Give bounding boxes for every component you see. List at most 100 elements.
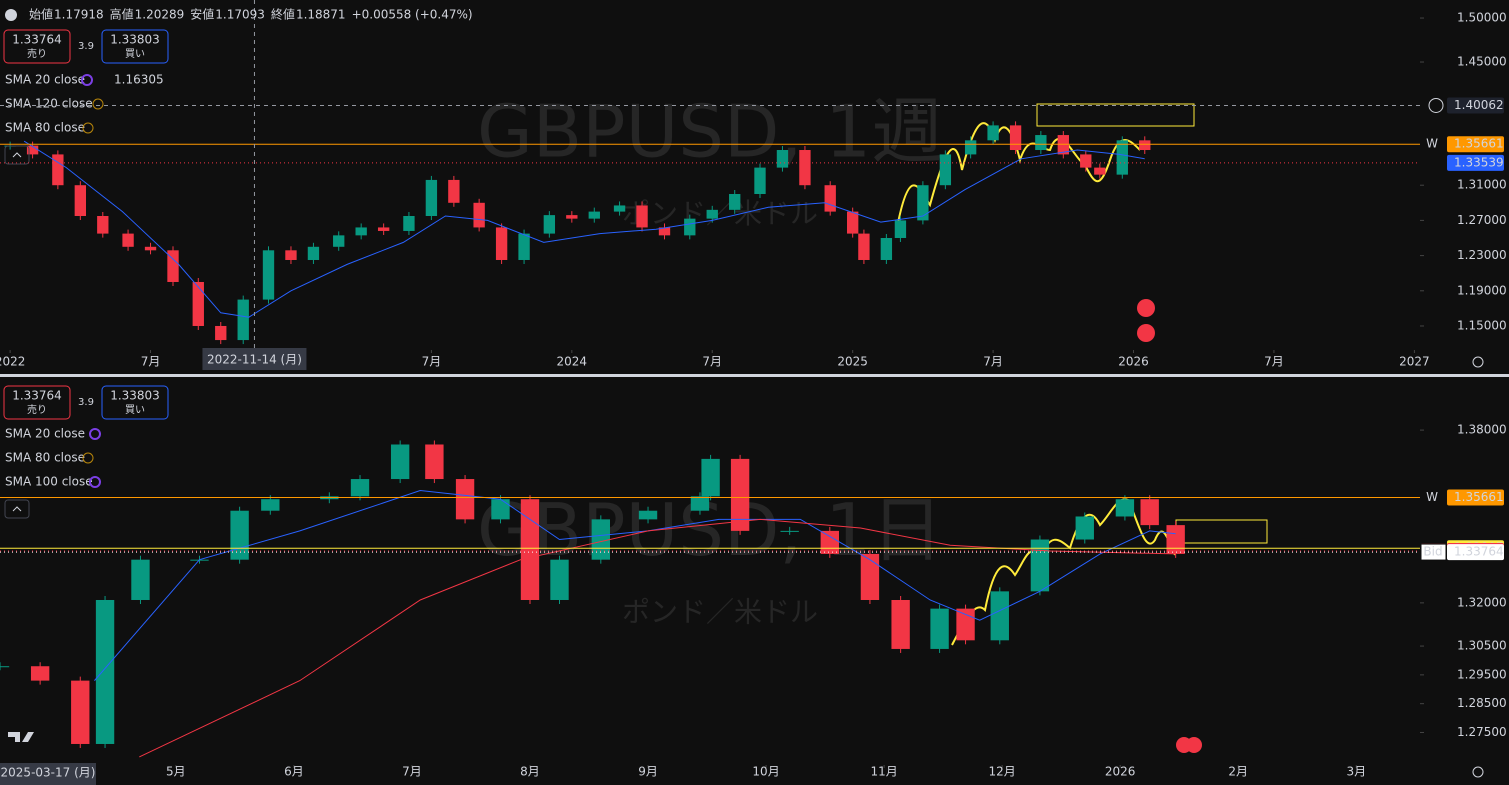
- event-icon[interactable]: [1137, 324, 1155, 342]
- candle: [355, 227, 367, 236]
- indicator-settings-icon[interactable]: [89, 428, 101, 440]
- candle: [425, 179, 438, 217]
- candle: [390, 444, 410, 480]
- crosshair-date: 2025-03-17 (月): [1, 766, 96, 780]
- candle: [684, 218, 696, 236]
- x-tick-label: 3月: [1346, 765, 1366, 779]
- indicator-name[interactable]: SMA 120 close: [5, 97, 93, 111]
- candle: [30, 666, 50, 681]
- x-tick-label: 7月: [422, 355, 442, 369]
- collapse-button[interactable]: [4, 145, 30, 165]
- x-tick-label: 7月: [1264, 355, 1284, 369]
- indicator-name[interactable]: SMA 80 close: [5, 121, 85, 135]
- indicator-name[interactable]: SMA 100 close: [5, 475, 93, 489]
- logo[interactable]: [8, 732, 34, 742]
- candle: [1030, 539, 1050, 592]
- candle: [455, 479, 475, 520]
- candle: [1115, 499, 1135, 517]
- spread: 3.9: [78, 397, 94, 408]
- candle: [0, 666, 10, 668]
- candle: [491, 499, 510, 520]
- indicator-name[interactable]: SMA 20 close: [5, 427, 85, 441]
- candle: [894, 220, 907, 238]
- indicator-settings-icon[interactable]: [89, 476, 101, 488]
- candle: [495, 227, 508, 260]
- candle: [636, 205, 648, 228]
- candle: [403, 216, 415, 231]
- watermark-description: ポンド／米ドル: [622, 197, 818, 230]
- buy-button[interactable]: [101, 29, 169, 64]
- x-tick-label: 2025: [837, 355, 868, 369]
- menu-icon[interactable]: [5, 9, 17, 21]
- indicator-name[interactable]: SMA 20 close: [5, 73, 85, 87]
- ohlc-value: 1.18871: [296, 8, 346, 22]
- candle: [701, 458, 720, 497]
- price-tag-box: [1420, 543, 1447, 561]
- sell-label: 売り: [27, 403, 47, 416]
- drawing-box[interactable]: [1036, 103, 1195, 127]
- candle: [74, 185, 86, 217]
- candle: [144, 246, 157, 251]
- indicator-name[interactable]: SMA 80 close: [5, 451, 85, 465]
- indicator-hidden-icon[interactable]: [82, 122, 94, 134]
- candle: [930, 608, 949, 649]
- indicator-value: 1.16305: [114, 73, 164, 87]
- candle: [588, 211, 600, 219]
- sell-button[interactable]: [3, 29, 71, 64]
- price-line-marker: W: [1426, 137, 1438, 151]
- add-alert-button[interactable]: [1428, 97, 1444, 113]
- collapse-chevron[interactable]: [12, 152, 22, 158]
- event-icon[interactable]: [1137, 299, 1155, 317]
- settings-icon[interactable]: [1472, 766, 1484, 778]
- candle: [1057, 135, 1069, 155]
- crosshair-date-box: [202, 348, 307, 370]
- x-tick-label: 2026: [1105, 765, 1136, 779]
- y-tick-label: 1.27500: [1457, 725, 1507, 739]
- settings-icon[interactable]: [1472, 356, 1484, 368]
- y-tick-label: 1.19000: [1457, 283, 1507, 297]
- sell-price: 1.33764: [12, 389, 62, 403]
- candle: [1075, 516, 1094, 540]
- watermark-description: ポンド／米ドル: [622, 596, 818, 629]
- y-tick-label: 1.28500: [1457, 696, 1507, 710]
- candle: [776, 150, 789, 168]
- sell-price: 1.33764: [12, 33, 62, 47]
- indicator-hidden-icon[interactable]: [92, 98, 104, 110]
- indicator-settings-icon[interactable]: [81, 74, 93, 86]
- watermark-symbol: GBPUSD, 1週: [477, 90, 943, 174]
- candle: [97, 216, 109, 234]
- ohlc-label: 終値: [271, 7, 295, 22]
- y-tick-label: 1.31000: [1457, 178, 1507, 192]
- candle: [237, 299, 249, 341]
- collapse-button[interactable]: [4, 499, 30, 519]
- buy-button[interactable]: [101, 385, 169, 420]
- x-tick-label: 2022: [0, 355, 25, 369]
- candle: [1035, 135, 1047, 151]
- collapse-chevron[interactable]: [12, 506, 22, 512]
- candle: [847, 211, 859, 234]
- ohlc-label: 安値: [190, 7, 214, 22]
- pane-divider[interactable]: [0, 374, 1509, 377]
- candle: [860, 553, 880, 600]
- candle: [1139, 140, 1151, 151]
- price-line-marker: W: [1426, 490, 1438, 504]
- candle: [964, 140, 977, 155]
- candle: [448, 179, 460, 203]
- candle: [613, 205, 626, 212]
- event-icon[interactable]: [1186, 737, 1202, 753]
- y-tick-label: 1.38000: [1457, 423, 1507, 437]
- y-tick-label: 1.29500: [1457, 667, 1507, 681]
- sell-label: 売り: [27, 47, 47, 60]
- indicator-hidden-icon[interactable]: [82, 452, 94, 464]
- price-label-box: [1447, 544, 1504, 561]
- buy-price: 1.33803: [110, 33, 160, 47]
- sell-button[interactable]: [3, 385, 71, 420]
- candle: [543, 215, 556, 234]
- candle: [917, 185, 929, 221]
- y-tick-label: 1.23000: [1457, 248, 1507, 262]
- indicator-line: [23, 140, 1145, 318]
- price-label-box: [1447, 136, 1504, 153]
- ohlc-value: 1.20289: [135, 8, 185, 22]
- candle: [1094, 167, 1106, 175]
